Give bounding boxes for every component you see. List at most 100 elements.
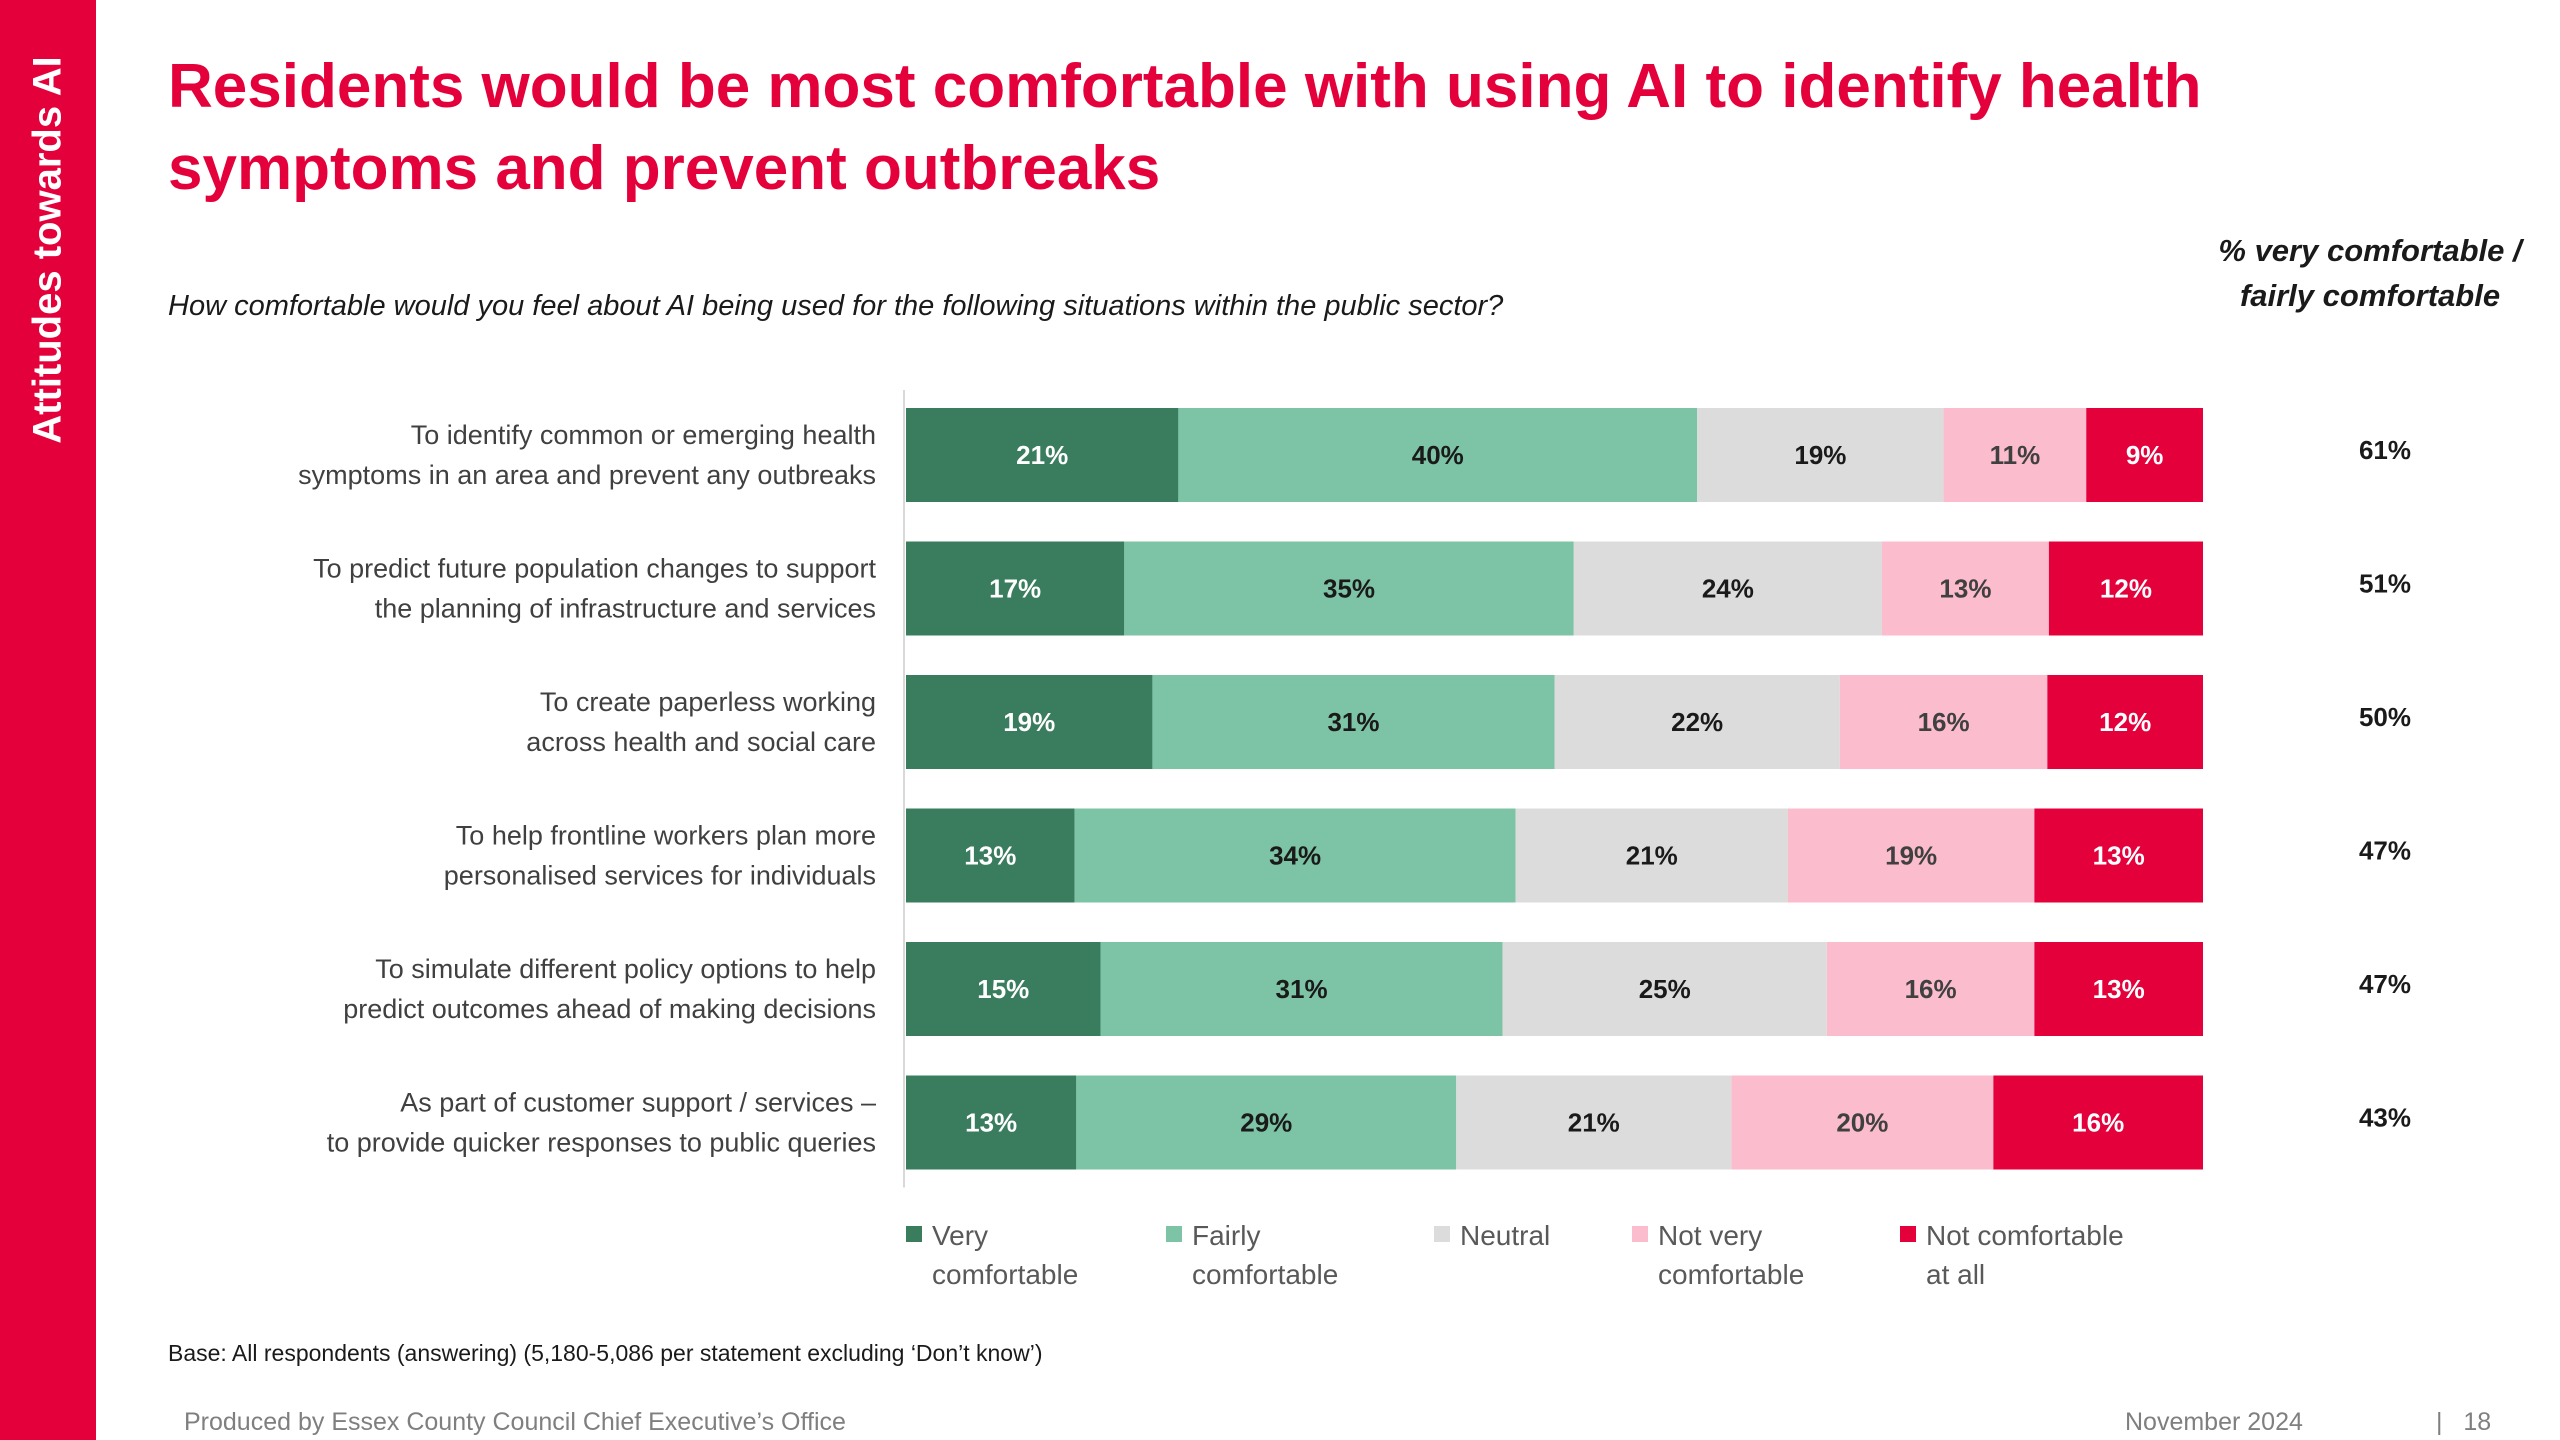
category-label-line: across health and social care (526, 727, 876, 757)
category-label: To simulate different policy options to … (343, 954, 876, 1024)
data-label: 19% (1794, 440, 1846, 470)
legend-label: Neutral (1460, 1220, 1551, 1251)
bar-segment (1826, 942, 2035, 1036)
data-label: 31% (1327, 707, 1379, 737)
data-label: 35% (1323, 574, 1375, 604)
category-label-line: As part of customer support / services – (400, 1088, 876, 1118)
legend-swatch (1166, 1226, 1182, 1242)
comfort-total-value: 51% (2359, 569, 2411, 599)
bar-segment (1881, 541, 2049, 636)
data-label: 19% (1885, 841, 1937, 871)
category-label-line: To predict future population changes to … (313, 554, 876, 584)
bar-segment (1124, 541, 1574, 636)
bar-segment (2048, 541, 2203, 636)
sidebar-band: Attitudes towards AI (0, 0, 96, 1440)
legend-swatch (906, 1226, 922, 1242)
data-label: 20% (1836, 1108, 1888, 1138)
legend-swatch (1900, 1226, 1916, 1242)
bar-segment (1502, 942, 1827, 1036)
bar-segment (906, 408, 1179, 502)
data-label: 12% (2100, 574, 2152, 604)
category-label-line: To simulate different policy options to … (375, 954, 876, 984)
data-label: 13% (2093, 974, 2145, 1004)
data-label: 19% (1003, 707, 1055, 737)
comfort-total-value: 43% (2359, 1103, 2411, 1133)
bar-segment (906, 675, 1153, 769)
data-label: 16% (1918, 707, 1970, 737)
legend-item: Neutral (1434, 1216, 1700, 1255)
data-label: 16% (1905, 974, 1957, 1004)
legend-swatch (1632, 1226, 1648, 1242)
comfort-total-value: 47% (2359, 969, 2411, 999)
category-label: To help frontline workers plan more perso… (444, 821, 876, 891)
footer-page-number: | 18 (2436, 1408, 2492, 1436)
bar-segment (906, 541, 1125, 636)
data-label: 22% (1671, 707, 1723, 737)
legend-label: Not very comfortable (1658, 1220, 1805, 1290)
legend-label: Not comfortable at all (1926, 1220, 2124, 1290)
data-label: 34% (1269, 841, 1321, 871)
category-label: To predict future population changes to … (313, 554, 876, 624)
data-label: 21% (1626, 841, 1678, 871)
chart-legend: Very comfortable Fairly comfortable Neutral N… (906, 1216, 2226, 1306)
legend-swatch (1434, 1226, 1450, 1242)
bar-segment (1731, 1075, 1994, 1170)
bar-segment (1515, 808, 1788, 903)
category-label: To create paperless working across health… (526, 687, 876, 757)
bar-row: As part of customer support / services –… (327, 1075, 2411, 1170)
comfort-total-value: 61% (2359, 435, 2411, 465)
bar-segment (2034, 942, 2203, 1036)
bar-segment (1787, 808, 2035, 903)
bar-segment (1074, 808, 1516, 903)
data-label: 21% (1568, 1108, 1620, 1138)
bar-segment (906, 1075, 1077, 1170)
footer-date: November 2024 (2125, 1408, 2303, 1436)
data-label: 13% (1939, 574, 1991, 604)
bar-segment (2047, 675, 2203, 769)
data-label: 15% (977, 974, 1029, 1004)
data-label: 25% (1639, 974, 1691, 1004)
bar-segment (1573, 541, 1882, 636)
bar-row: To help frontline workers plan more perso… (444, 808, 2411, 903)
data-label: 13% (2093, 841, 2145, 871)
legend-item: Not very comfortable (1632, 1216, 1898, 1294)
bar-segment (1152, 675, 1555, 769)
category-label-line: to provide quicker responses to public q… (327, 1128, 876, 1158)
bar-segment (1456, 1075, 1732, 1170)
data-label: 12% (2099, 707, 2151, 737)
page-headline: Residents would be most comfortable with… (168, 52, 2202, 203)
bar-segment (1100, 942, 1503, 1036)
data-label: 24% (1702, 574, 1754, 604)
comfort-total-value: 50% (2359, 702, 2411, 732)
survey-question: How comfortable would you feel about AI … (168, 290, 1504, 322)
category-label-line: symptoms in an area and prevent any outb… (298, 460, 876, 490)
legend-item: Not comfortable at all (1900, 1216, 2166, 1294)
bar-segment (1697, 408, 1944, 502)
bar-segment (1178, 408, 1698, 502)
data-label: 13% (965, 1108, 1017, 1138)
bar-segment (2034, 808, 2203, 903)
data-label: 9% (2126, 440, 2164, 470)
data-label: 31% (1276, 974, 1328, 1004)
footer-producer: Produced by Essex County Council Chief E… (184, 1408, 846, 1436)
bar-segment (906, 808, 1075, 903)
bar-segment (2086, 408, 2203, 502)
bar-segment (1943, 408, 2087, 502)
legend-label: Fairly comfortable (1192, 1220, 1339, 1290)
category-label-line: To create paperless working (540, 687, 876, 717)
bar-segment (906, 942, 1101, 1036)
legend-label: Very comfortable (932, 1220, 1079, 1290)
bar-row: To create paperless working across health… (526, 675, 2411, 769)
data-label: 13% (964, 841, 1016, 871)
bar-segment (1554, 675, 1840, 769)
category-label-line: the planning of infrastructure and servi… (375, 594, 876, 624)
bar-row: To predict future population changes to … (313, 541, 2411, 636)
data-label: 40% (1412, 440, 1464, 470)
bar-segment (1839, 675, 2048, 769)
comfort-total-header: % very comfortable / fairly comfortable (2218, 233, 2522, 313)
data-label: 21% (1016, 440, 1068, 470)
data-label: 29% (1240, 1108, 1292, 1138)
comfort-total-value: 47% (2359, 836, 2411, 866)
legend-item: Fairly comfortable (1166, 1216, 1432, 1294)
category-label: As part of customer support / services –… (327, 1088, 876, 1158)
